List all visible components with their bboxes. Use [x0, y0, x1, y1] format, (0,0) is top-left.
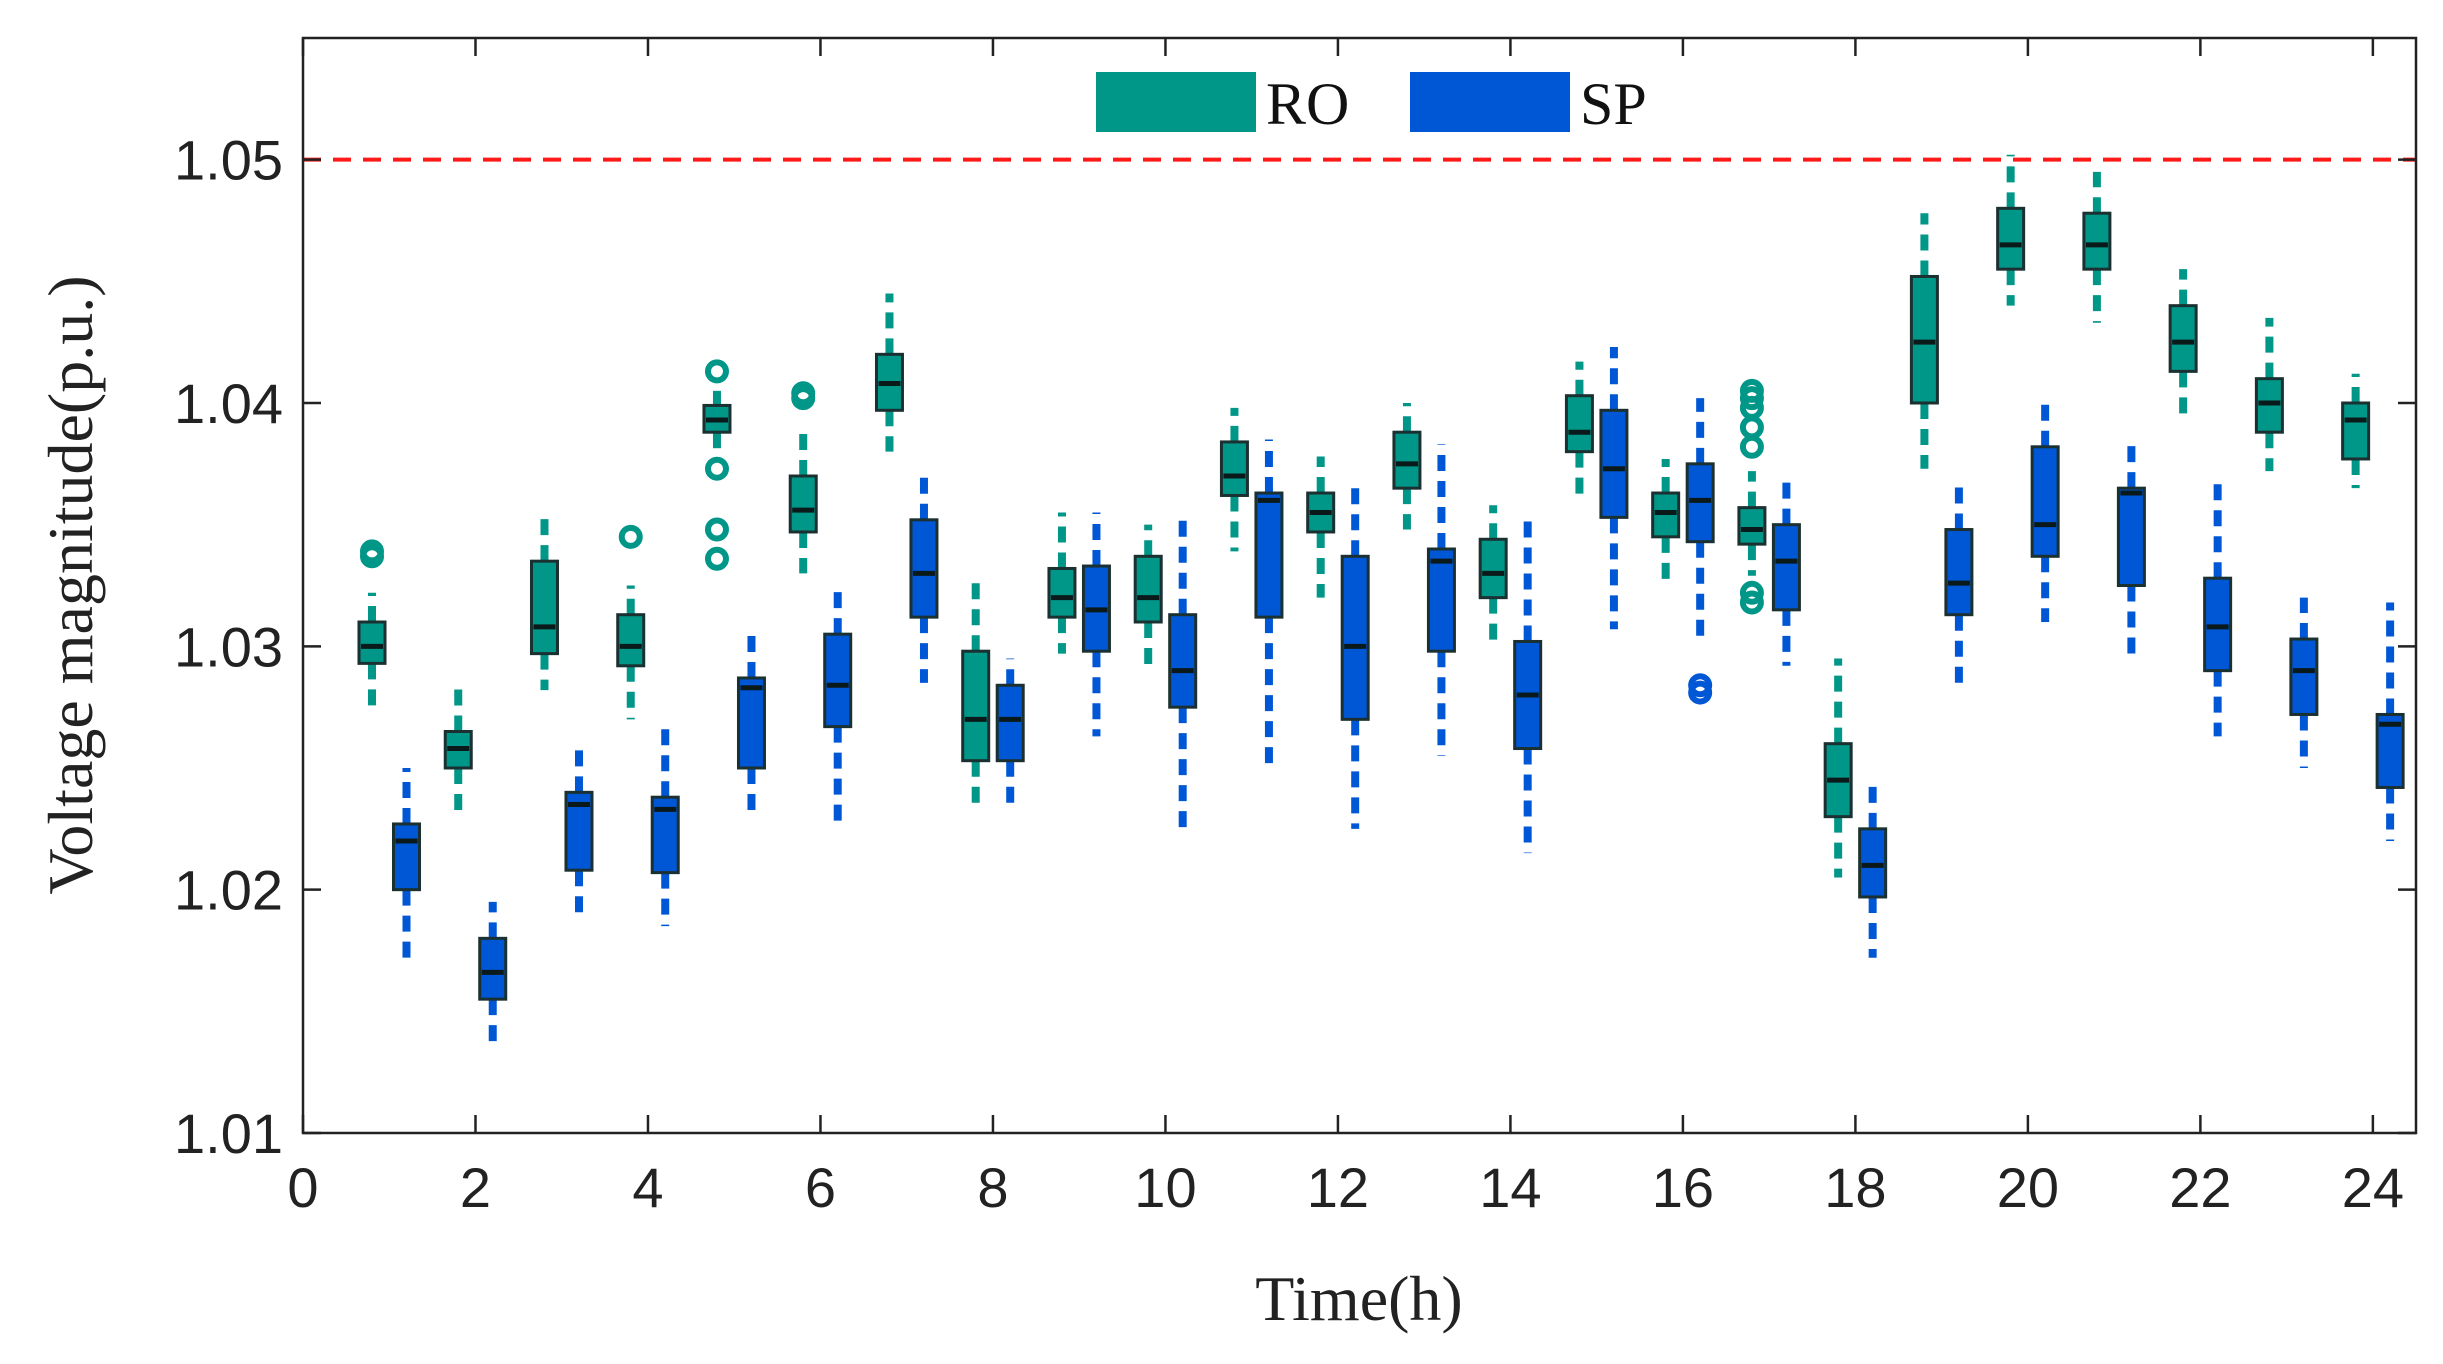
- legend-label-ro: RO: [1266, 71, 1349, 137]
- outlier-ro-16_8-6: [1739, 580, 1764, 605]
- box-sp-13_2: [1426, 547, 1456, 653]
- plot-layer: [303, 154, 2416, 1048]
- y-tick-label-4: 1.05: [174, 129, 283, 192]
- box-sp-21_2: [2116, 486, 2146, 587]
- x-tick-label-24: 24: [2342, 1156, 2404, 1219]
- box-ro-20_8: [2082, 211, 2112, 271]
- box-sp-8_2: [995, 683, 1025, 763]
- box-ro-14_8: [1564, 394, 1594, 454]
- box-sp-23_2: [2289, 637, 2319, 716]
- box-ro-13_8: [1478, 537, 1508, 600]
- box-sp-17_2: [1771, 523, 1801, 612]
- box-sp-20_2: [2030, 445, 2060, 558]
- x-tick-label-2: 2: [460, 1156, 491, 1219]
- x-tick-label-8: 8: [977, 1156, 1008, 1219]
- box-sp-19_2: [1944, 528, 1974, 617]
- axis-layer: 0 2 4 6 8 10 12 14 16 18 20 22 241.011.021.031.041.0…: [174, 38, 2416, 1219]
- x-tick-label-22: 22: [2169, 1156, 2231, 1219]
- outlier-ro-4_8-0: [704, 359, 729, 384]
- legend-swatch-ro: [1096, 72, 1256, 132]
- outlier-ro-3_8-0: [618, 524, 643, 549]
- box-sp-7_2: [909, 518, 939, 619]
- box-ro-12_8: [1392, 430, 1422, 490]
- y-tick-label-2: 1.03: [174, 615, 283, 678]
- box-sp-10_2: [1168, 613, 1198, 709]
- x-tick-label-14: 14: [1479, 1156, 1541, 1219]
- box-sp-6_2: [823, 632, 853, 729]
- outlier-ro-4_8-3: [704, 546, 729, 571]
- box-ro-23_8: [2341, 401, 2371, 461]
- legend-swatch-sp: [1410, 72, 1570, 132]
- plot-frame: [301, 36, 2418, 1135]
- x-tick-label-12: 12: [1307, 1156, 1369, 1219]
- x-axis-title: Time(h): [1255, 1263, 1462, 1334]
- box-sp-5_2: [736, 676, 766, 770]
- y-axis-title: Voltage magnitude(p.u.): [35, 275, 106, 894]
- y-tick-label-0: 1.01: [174, 1102, 283, 1165]
- box-ro-3_8: [616, 613, 646, 668]
- box-ro-16_8: [1737, 506, 1767, 546]
- outlier-ro-16_8-5: [1739, 590, 1764, 615]
- outlier-ro-16_8-1: [1739, 386, 1764, 411]
- box-ro-2_8: [529, 559, 559, 656]
- x-tick-label-20: 20: [1997, 1156, 2059, 1219]
- x-tick-label-0: 0: [287, 1156, 318, 1219]
- box-ro-19_8: [1996, 206, 2026, 271]
- box-ro-7_8: [961, 649, 991, 763]
- box-sp-15_2: [1599, 408, 1629, 519]
- box-sp-12_2: [1340, 554, 1370, 721]
- outlier-ro-16_8-4: [1739, 434, 1764, 459]
- outlier-ro-5_8-1: [791, 381, 816, 406]
- box-ro-21_8: [2168, 304, 2198, 373]
- box-ro-8_8: [1047, 566, 1077, 619]
- box-sp-1_2: [391, 822, 421, 892]
- box-sp-11_2: [1254, 491, 1284, 619]
- box-ro-9_8: [1133, 554, 1163, 624]
- box-ro-5_8: [788, 474, 818, 534]
- legend-label-sp: SP: [1580, 71, 1647, 137]
- x-tick-label-4: 4: [632, 1156, 663, 1219]
- x-tick-label-6: 6: [805, 1156, 836, 1219]
- x-tick-label-18: 18: [1824, 1156, 1886, 1219]
- outlier-ro-0_8-1: [359, 539, 384, 564]
- legend: RO SP: [1096, 71, 1647, 137]
- outlier-ro-4_8-2: [704, 517, 729, 542]
- box-sp-2_2: [478, 936, 508, 1001]
- outlier-sp-16_2-1: [1688, 680, 1713, 705]
- x-tick-label-10: 10: [1134, 1156, 1196, 1219]
- x-tick-label-16: 16: [1652, 1156, 1714, 1219]
- y-tick-label-1: 1.02: [174, 859, 283, 922]
- box-ro-10_8: [1219, 440, 1249, 497]
- y-tick-label-3: 1.04: [174, 372, 283, 435]
- outlier-ro-4_8-1: [704, 456, 729, 481]
- box-ro-0_8: [357, 620, 387, 665]
